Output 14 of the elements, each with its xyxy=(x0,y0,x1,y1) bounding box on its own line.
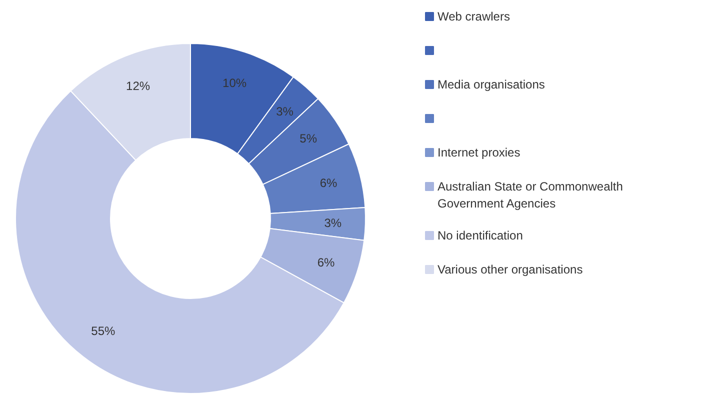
data-label: 12% xyxy=(126,79,150,94)
data-label: 10% xyxy=(222,76,247,90)
data-label: 55% xyxy=(91,324,116,338)
data-label: 3% xyxy=(276,104,294,119)
legend-label: No identification xyxy=(438,228,523,242)
legend-label: Various other organisations xyxy=(438,262,583,276)
legend-label: Internet proxies xyxy=(438,146,520,160)
data-label: 6% xyxy=(320,176,338,190)
data-label: 6% xyxy=(317,256,336,270)
legend-label: Media organisations xyxy=(438,78,545,92)
legend-label: Web crawlers xyxy=(438,10,510,24)
data-label: 5% xyxy=(300,131,318,146)
data-label: 3% xyxy=(324,216,342,230)
legend-label: Australian State or Commonwealth Government Agencies xyxy=(438,180,623,210)
